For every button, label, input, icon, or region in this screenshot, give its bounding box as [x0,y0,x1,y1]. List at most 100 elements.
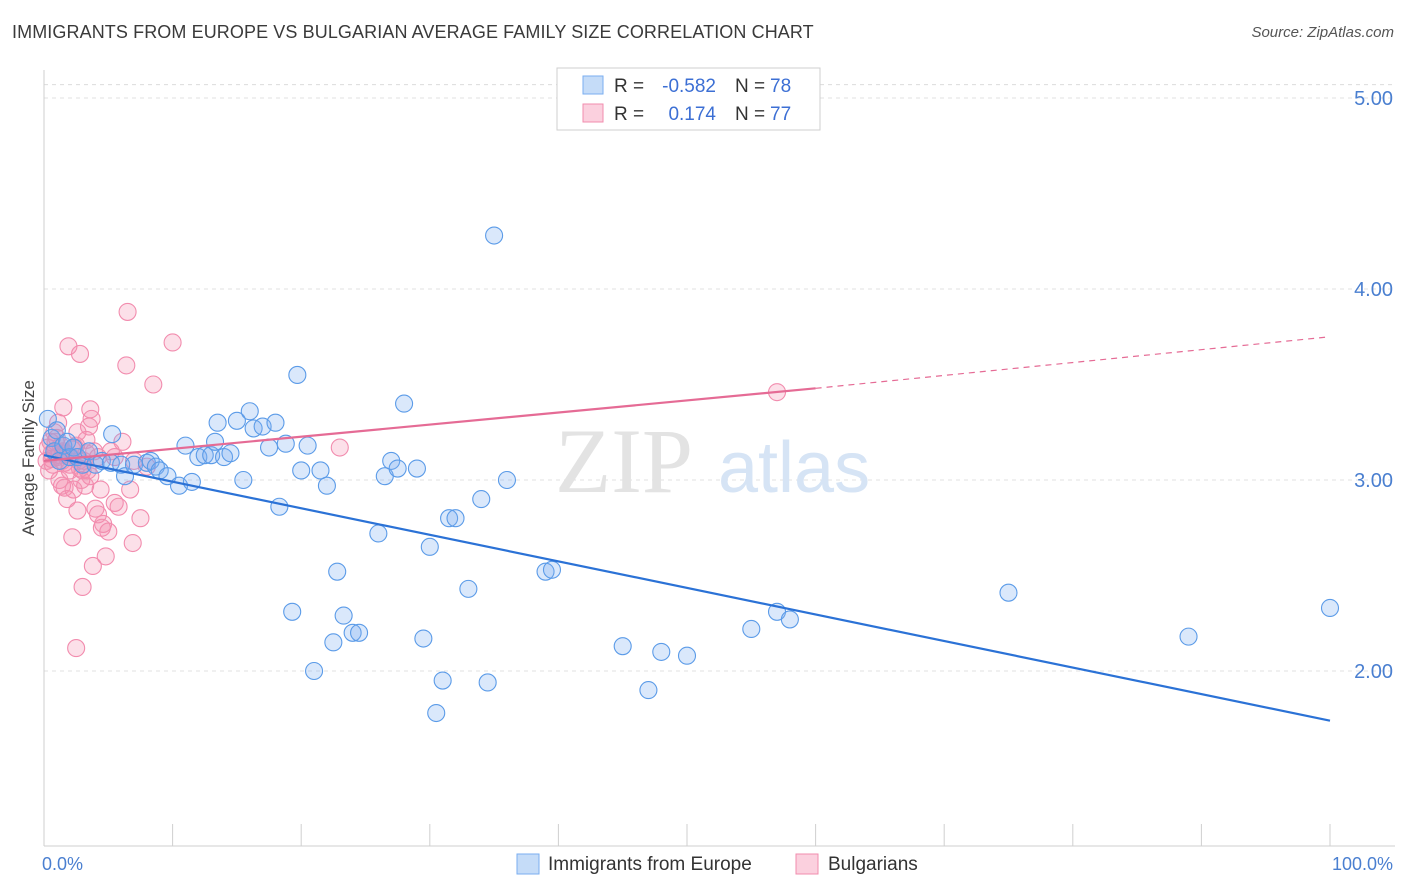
trend-lines [43,336,1331,722]
bottom-swatch-bulgarians [795,853,819,875]
bulgarians-point-70 [163,333,182,352]
watermark: ZIP atlas [555,410,870,512]
europe-point-48 [311,461,330,480]
bulgarians-trend-line [43,387,816,462]
europe-point-69 [478,673,497,692]
legend-n-label-europe: N = [735,76,765,97]
bulgarians-point-29 [76,476,95,495]
y-axis-label: Average Family Size [19,380,38,536]
y-tick-label-2: 4.00 [1354,279,1393,301]
bottom-swatch-europe [516,853,540,875]
europe-point-31 [208,413,227,432]
watermark-zip: ZIP [555,410,693,512]
europe-point-63 [427,703,446,723]
europe-point-33 [221,444,240,463]
europe-point-76 [652,642,671,661]
europe-point-64 [433,671,452,690]
bulgarians-point-74 [52,476,72,495]
europe-point-35 [234,470,253,490]
bulgarians-point-71 [118,302,137,321]
europe-point-50 [324,633,343,652]
europe-point-82 [1179,627,1198,646]
europe-point-15 [103,425,122,444]
gridlines [44,84,1395,672]
europe-point-74 [613,637,632,656]
series-legend: Immigrants from Europe Bulgarians [516,853,918,875]
stats-legend: R = -0.582 N = 78 R = 0.174 N = 77 [556,67,821,131]
bulgarians-point-65 [88,505,108,524]
europe-point-62 [420,537,439,556]
legend-swatch-bulgarians [582,103,604,123]
bulgarians-point-72 [330,438,349,457]
europe-point-54 [350,623,369,642]
bulgarians-point-12 [54,398,73,417]
bulgarians-point-20 [64,480,83,499]
europe-point-34 [227,411,246,430]
europe-point-78 [742,619,761,639]
europe-point-43 [283,602,302,621]
europe-point-36 [240,402,259,421]
bulgarians-point-27 [73,577,92,597]
legend-n-value-europe: 78 [770,76,791,97]
europe-point-61 [414,629,433,648]
europe-point-55 [369,524,388,543]
x-tick-labels: 0.0% 100.0% [42,854,1393,874]
bulgarians-point-75 [68,501,87,520]
bulgarians-point-68 [123,533,142,553]
bulgarians-point-39 [91,480,110,499]
europe-point-59 [395,394,414,413]
europe-point-3 [47,421,66,440]
europe-point-46 [298,436,317,455]
legend-swatch-europe [582,75,604,95]
europe-point-8 [64,438,83,457]
europe-point-53 [343,623,362,642]
bulgarians-point-66 [92,518,111,537]
europe-point-68 [472,490,491,509]
axes [43,70,1395,847]
europe-point-80 [780,610,799,629]
bulgarians-point-34 [82,409,101,428]
europe-point-60 [407,459,426,478]
legend-r-label-europe: R = [614,76,644,97]
europe-point-52 [334,606,353,625]
europe-point-77 [677,646,697,665]
europe-point-51 [328,562,347,581]
bulgarians-point-33 [81,400,100,419]
y-tick-label-0: 2.00 [1354,661,1393,683]
bulgarians-point-35 [83,556,102,576]
europe-point-47 [305,661,324,681]
legend-r-label-bulgarians: R = [614,104,644,125]
y-tick-labels: 2.00 3.00 4.00 5.00 [1354,88,1393,683]
bulgarians-point-22 [67,639,86,658]
bulgarians-point-50 [131,509,150,528]
europe-point-30 [205,432,225,451]
watermark-atlas: atlas [718,428,870,508]
bulgarians-point-47 [117,356,136,375]
legend-r-value-europe: -0.582 [662,76,716,97]
bulgarians-point-48 [121,480,140,499]
bulgarians-point-13 [55,478,74,497]
europe-point-67 [459,579,478,598]
europe-point-39 [259,438,279,457]
europe-point-40 [266,413,285,432]
bulgarians-point-25 [70,344,90,363]
chart-title: IMMIGRANTS FROM EUROPE VS BULGARIAN AVER… [12,22,814,42]
europe-point-16 [112,455,131,474]
europe-point-49 [317,476,336,495]
europe-point-37 [244,419,263,438]
europe-point-44 [288,365,307,385]
bulgarians-point-69 [144,375,163,394]
x-tick-label-1: 100.0% [1332,854,1393,874]
bulgarians-point-46 [113,432,132,451]
bottom-label-europe: Immigrants from Europe [548,854,752,875]
europe-point-81 [999,583,1018,602]
y-tick-label-3: 5.00 [1354,88,1393,110]
europe-point-20 [141,451,160,470]
europe-point-73 [542,560,562,579]
europe-point-25 [176,436,195,455]
bulgarians-point-67 [105,493,124,512]
bulgarians-point-15 [58,490,77,509]
europe-point-57 [382,451,401,470]
europe-trend-line [43,454,1331,722]
